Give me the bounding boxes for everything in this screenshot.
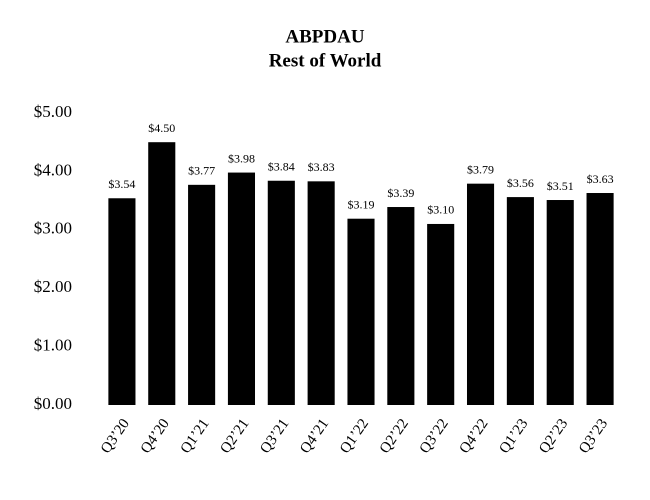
x-tick-label: Q2’22: [377, 416, 412, 457]
value-label: $3.77: [188, 164, 215, 178]
value-label: $3.51: [547, 179, 574, 193]
bar: [546, 200, 574, 405]
bar: [347, 218, 375, 405]
x-tick-label: Q2’23: [536, 416, 571, 457]
y-tick-label: $1.00: [34, 336, 72, 355]
y-tick-label: $3.00: [34, 219, 72, 238]
bar: [148, 142, 176, 405]
value-label: $3.10: [427, 203, 454, 217]
x-tick-label: Q3’21: [257, 416, 292, 457]
bar: [506, 197, 534, 405]
value-label: $3.63: [587, 172, 614, 186]
value-label: $3.79: [467, 162, 494, 176]
bar: [466, 183, 495, 405]
x-tick-label: Q3’23: [576, 416, 611, 457]
x-tick-label: Q3’20: [98, 416, 133, 457]
x-tick-label: Q2’21: [217, 416, 252, 457]
bar: [307, 181, 335, 405]
y-tick-label: $0.00: [34, 394, 72, 413]
value-label: $3.98: [228, 151, 255, 165]
value-label: $3.19: [348, 197, 375, 211]
bar: [227, 172, 256, 405]
value-label: $3.84: [268, 159, 295, 173]
bar: [387, 207, 415, 405]
y-tick-label: $5.00: [34, 102, 72, 121]
value-label: $3.39: [387, 186, 414, 200]
x-tick-label: Q4’21: [297, 416, 332, 457]
x-tick-label: Q4’22: [457, 416, 492, 457]
value-label: $3.54: [108, 177, 135, 191]
bar: [267, 180, 295, 405]
chart-title: ABPDAU: [285, 26, 364, 47]
chart-subtitle: Rest of World: [269, 50, 382, 71]
value-label: $3.83: [308, 160, 335, 174]
bar: [108, 198, 136, 405]
x-tick-label: Q1’23: [496, 416, 531, 457]
y-tick-label: $4.00: [34, 160, 72, 179]
y-tick-label: $2.00: [34, 277, 72, 296]
bar: [188, 184, 216, 405]
x-tick-label: Q1’22: [337, 416, 372, 457]
bar: [586, 193, 614, 405]
value-label: $4.50: [148, 121, 175, 135]
x-tick-label: Q3’22: [417, 416, 452, 457]
x-tick-label: Q1’21: [178, 416, 213, 457]
bar: [427, 223, 455, 405]
x-tick-label: Q4’20: [138, 416, 173, 457]
value-label: $3.56: [507, 176, 534, 190]
